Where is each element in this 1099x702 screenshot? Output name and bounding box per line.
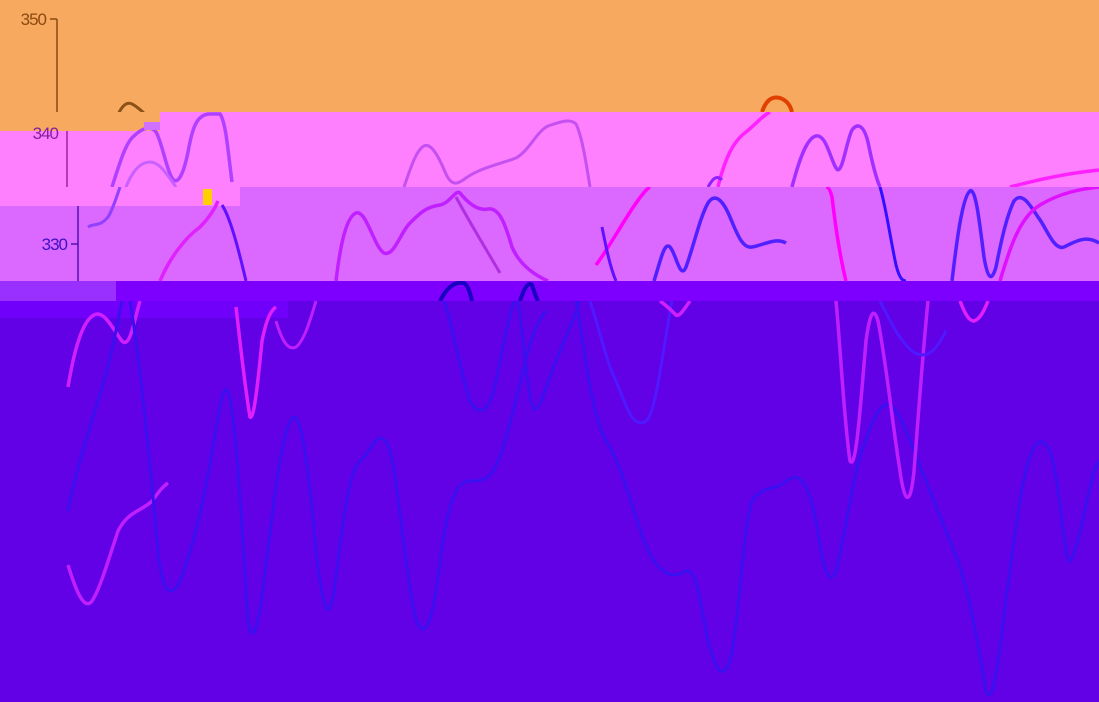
series-line <box>958 301 990 323</box>
band-orange-plot: 350 <box>21 10 794 112</box>
series-line <box>66 481 170 606</box>
series-line <box>66 301 142 388</box>
band-pink: 340 <box>0 112 1099 187</box>
chart-glitch-marker <box>144 122 160 130</box>
series-line <box>594 187 651 267</box>
series-line <box>516 301 582 411</box>
y-tick-label: 350 <box>21 10 47 29</box>
series-line <box>652 196 787 281</box>
series-line <box>518 282 540 301</box>
band-left-notch <box>0 187 240 206</box>
series-line <box>234 305 278 419</box>
band-left-notch <box>0 112 160 131</box>
series-line <box>574 301 1099 697</box>
band-left-notch <box>0 281 116 301</box>
series-line <box>454 196 502 274</box>
series-line <box>442 301 516 412</box>
band-deep-purple <box>0 301 1099 702</box>
series-line <box>438 281 474 301</box>
series-line <box>950 189 1099 281</box>
series-line <box>998 187 1099 281</box>
band-orange: 350 <box>0 0 1099 112</box>
series-line <box>402 119 592 187</box>
series-line <box>706 176 724 187</box>
series-line <box>659 301 692 318</box>
band-violet: 330 <box>0 187 1099 281</box>
series-line <box>1009 168 1099 187</box>
series-line <box>87 187 122 229</box>
y-tick-label: 340 <box>33 124 59 143</box>
series-line <box>158 200 220 281</box>
band-left-notch <box>0 301 288 318</box>
band-purple-plot <box>0 281 540 301</box>
series-line <box>124 160 178 187</box>
series-line <box>600 226 618 281</box>
series-line <box>110 112 234 187</box>
series-line <box>878 187 907 281</box>
chart-glitch-marker <box>203 189 212 205</box>
series-line <box>66 301 124 512</box>
series-line <box>825 187 848 281</box>
series-line <box>117 101 145 112</box>
series-line <box>128 301 548 635</box>
series-line <box>716 112 771 187</box>
series-line <box>220 204 248 281</box>
series-line <box>834 301 930 499</box>
band-pink-plot: 340 <box>0 112 1099 187</box>
band-deep-purple-plot <box>0 301 1099 697</box>
y-tick-label: 330 <box>42 235 68 254</box>
series-line <box>790 124 882 187</box>
series-line <box>334 190 549 281</box>
band-violet-plot: 330 <box>0 187 1099 281</box>
band-purple <box>0 281 1099 301</box>
series-line <box>274 301 318 350</box>
series-line <box>588 301 674 425</box>
series-line <box>760 95 794 112</box>
series-line <box>878 301 948 357</box>
